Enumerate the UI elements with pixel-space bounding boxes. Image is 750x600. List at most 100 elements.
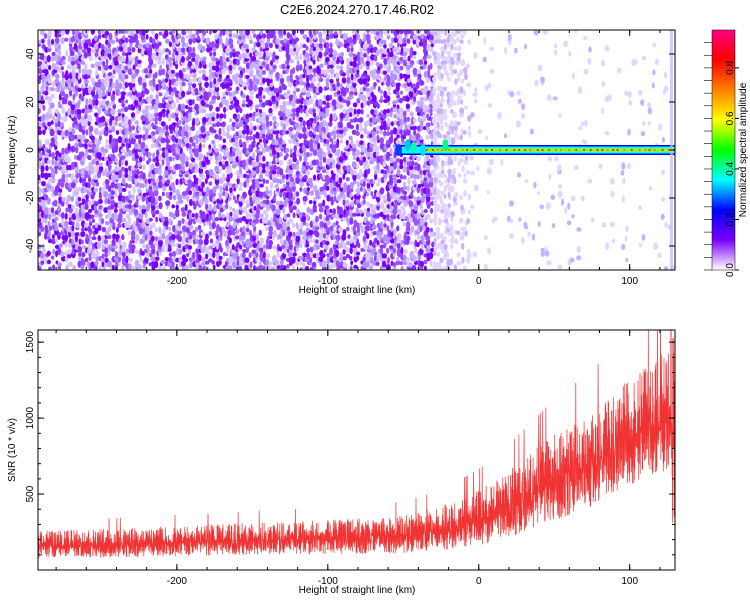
heatmap-cell [132,153,136,159]
heatmap-cell [338,206,344,215]
heatmap-cell [271,266,276,270]
heatmap-cell [208,46,213,52]
heatmap-cell [115,227,119,233]
heatmap-cell [120,91,126,97]
heatmap-cell [241,129,247,135]
heatmap-cell [217,153,223,162]
heatmap-cell [262,155,266,162]
heatmap-cell [272,64,277,70]
heatmap-cell [239,244,243,250]
heatmap-cell [121,256,126,264]
heatmap-cell [168,95,174,102]
heatmap-cell [308,200,313,205]
heatmap-cell [410,191,414,198]
heatmap-cell [248,213,253,218]
heatmap-cell [57,192,62,197]
heatmap-cell [222,251,226,257]
heatmap-cell [411,179,417,185]
heatmap-cell [318,42,323,49]
heatmap-cell [84,113,88,120]
heatmap-cell [47,77,52,85]
heatmap-cell [362,235,367,243]
heatmap-cell [223,113,227,119]
heatmap-cell [208,251,214,258]
heatmap-cell [301,87,307,94]
heatmap-cell [121,142,125,148]
heatmap-cell [443,194,447,200]
heatmap-cell [386,131,390,137]
heatmap-cell [143,68,149,74]
heatmap-cell [286,64,290,70]
heatmap-cell [74,232,80,237]
heatmap-cell [446,50,452,56]
heatmap-cell [175,204,179,210]
heatmap-cell [137,59,142,64]
heatmap-cell [215,57,219,62]
heatmap-cell [296,197,301,205]
heatmap-cell [322,100,327,105]
heatmap-cell [248,156,253,164]
heatmap-cell [211,260,215,265]
heatmap-cell [325,107,330,115]
heatmap-cell [91,159,97,165]
heatmap-cell [80,203,86,210]
heatmap-cell [249,52,253,58]
heatmap-cell [145,218,150,225]
heatmap-cell [383,39,387,45]
heatmap-cell [355,207,359,215]
heatmap-cell [295,37,300,42]
heatmap-cell [117,152,123,158]
heatmap-cell [107,260,112,268]
heatmap-cell [395,139,401,145]
heatmap-cell [117,202,123,209]
heatmap-cell [270,204,276,212]
heatmap-cell [142,125,147,132]
heatmap-cell [98,100,102,106]
heatmap-cell [54,238,59,243]
heatmap-cell [131,244,136,251]
heatmap-cell [446,71,450,79]
heatmap-cell [392,73,398,81]
heatmap-cell [419,79,423,85]
heatmap-cell [71,98,76,105]
heatmap-cell [77,216,83,222]
heatmap-cell [221,131,227,137]
heatmap-cell [71,56,76,62]
heatmap-cell [338,41,344,48]
heatmap-cell [282,207,286,214]
heatmap-cell [221,173,226,181]
heatmap-cell [322,199,326,207]
heatmap-cell [214,65,220,73]
heatmap-cell [426,125,431,134]
heatmap-cell [152,117,156,122]
heatmap-cell [64,30,70,35]
heatmap-cell [90,135,95,141]
heatmap-cell [121,30,125,35]
heatmap-cell [94,260,99,266]
heatmap-cell [350,200,355,208]
heatmap-cell [158,69,163,76]
heatmap-cell [43,33,48,40]
heatmap-cell [419,169,423,176]
heatmap-cell [352,155,357,161]
heatmap-cell [265,226,269,232]
heatmap-cell [162,243,166,251]
heatmap-cell [309,47,313,55]
heatmap-cell [379,63,383,70]
heatmap-cell [440,266,445,270]
heatmap-cell [208,258,213,263]
heatmap-cell [95,70,99,76]
heatmap-cell [74,178,79,184]
heatmap-cell [360,108,364,115]
heatmap-cell [376,145,380,152]
heatmap-cell [275,38,281,45]
heatmap-cell [188,248,192,255]
heatmap-cell [201,69,206,74]
heatmap-cell [383,120,387,127]
heatmap-cell [134,259,140,268]
heatmap-cell [349,188,354,193]
heatmap-cell [188,212,192,221]
heatmap-cell [252,80,256,88]
heatmap-cell [117,109,123,114]
heatmap-cell [47,220,51,228]
